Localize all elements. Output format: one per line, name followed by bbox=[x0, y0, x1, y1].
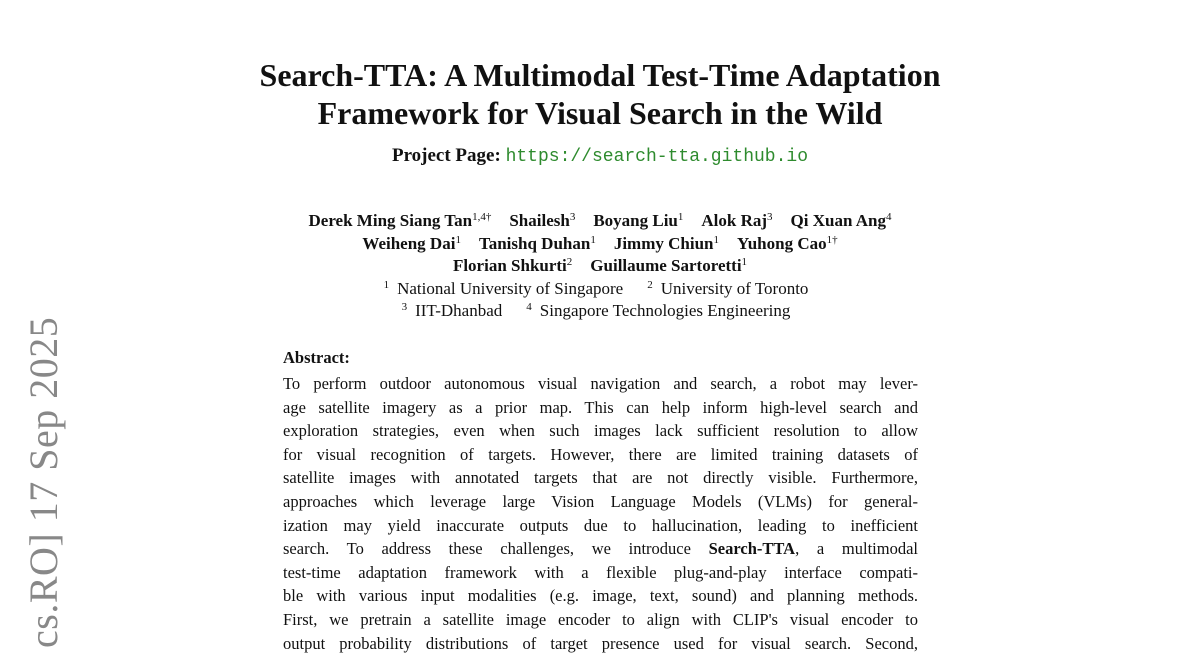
paper-title: Search-TTA: A Multimodal Test-Time Adapt… bbox=[0, 56, 1200, 132]
affiliation-mark: 3 bbox=[401, 301, 408, 313]
author-affiliation-mark: 1 bbox=[741, 256, 748, 268]
author-block: Derek Ming Siang Tan1,4† Shailesh3 Boyang … bbox=[0, 210, 1200, 323]
abstract-text: , a multimodal bbox=[795, 539, 919, 559]
author-row: Weiheng Dai1 Tanishq Duhan1 Jimmy Chiun1 Yu… bbox=[0, 233, 1200, 256]
author: Qi Xuan Ang4 bbox=[791, 211, 892, 230]
abstract-line: output probability distributions of targ… bbox=[283, 633, 918, 653]
author-row: Florian Shkurti2 Guillaume Sartoretti1 bbox=[0, 255, 1200, 278]
affiliation: 2 University of Toronto bbox=[647, 279, 816, 298]
project-page: Project Page: https://search-tta.github.… bbox=[0, 145, 1200, 167]
affiliation-mark: 4 bbox=[526, 301, 532, 313]
author-name: Guillaume Sartoretti bbox=[590, 256, 742, 275]
affiliation: 4 Singapore Technologies Engineering bbox=[526, 301, 798, 320]
affiliation-mark: 2 bbox=[647, 278, 653, 291]
affiliation-row: 1 National University of Singapore 2 Univer… bbox=[0, 278, 1200, 301]
author-affiliation-mark: 1 bbox=[455, 233, 461, 246]
author-name: Qi Xuan Ang bbox=[790, 211, 886, 230]
title-line: Search-TTA: A Multimodal Test-Time Adapt… bbox=[259, 57, 941, 93]
author: Yuhong Cao1† bbox=[737, 234, 838, 253]
author-name: Yuhong Cao bbox=[736, 233, 827, 253]
author-affiliation-mark: 1 bbox=[590, 233, 596, 246]
abstract-body: To perform outdoor autonomous visual nav… bbox=[283, 372, 918, 655]
abstract-line: To perform outdoor autonomous visual nav… bbox=[283, 374, 918, 393]
affiliation-name: IIT-Dhanbad bbox=[415, 301, 503, 320]
project-page-link[interactable]: https://search-tta.github.io bbox=[505, 147, 809, 167]
abstract-line: First, we pretrain a satellite image enc… bbox=[283, 609, 918, 629]
author-name: Weiheng Dai bbox=[362, 233, 456, 253]
author-name: Tanishq Duhan bbox=[478, 233, 591, 253]
affiliation-mark: 1 bbox=[383, 278, 390, 291]
author-affiliation-mark: 3 bbox=[767, 211, 773, 223]
author-affiliation-mark: 1 bbox=[713, 233, 719, 246]
abstract-text: search. To address these challenges, we … bbox=[283, 539, 709, 559]
affiliation-name: University of Toronto bbox=[660, 278, 809, 298]
author-affiliation-mark: 3 bbox=[569, 211, 576, 223]
abstract-line: age satellite imagery as a prior map. Th… bbox=[283, 397, 918, 417]
affiliation-name: National University of Singapore bbox=[397, 278, 624, 298]
author-row: Derek Ming Siang Tan1,4† Shailesh3 Boyang … bbox=[0, 210, 1200, 233]
abstract-line: search. To address these challenges, we … bbox=[283, 537, 918, 561]
abstract-line: ble with various input modalities (e.g. … bbox=[283, 586, 918, 606]
affiliation-row: 3 IIT-Dhanbad 4 Singapore Technologies Engi… bbox=[0, 300, 1200, 323]
method-name: Search-TTA bbox=[708, 539, 796, 559]
author-name: Alok Raj bbox=[701, 211, 768, 230]
abstract-line: for visual recognition of targets. Howev… bbox=[283, 444, 918, 464]
author: Boyang Liu1 bbox=[593, 211, 683, 230]
author: Tanishq Duhan1 bbox=[479, 234, 596, 253]
author-name: Shailesh bbox=[509, 211, 570, 230]
project-page-label: Project Page: bbox=[391, 145, 501, 166]
author: Florian Shkurti2 bbox=[453, 256, 572, 275]
abstract-line: exploration strategies, even when such i… bbox=[283, 421, 918, 441]
affiliation: 1 National University of Singapore bbox=[384, 279, 632, 298]
author-name: Florian Shkurti bbox=[452, 256, 567, 275]
author: Jimmy Chiun1 bbox=[614, 234, 719, 253]
affiliation: 3 IIT-Dhanbad bbox=[402, 301, 511, 320]
author-name: Derek Ming Siang Tan bbox=[308, 211, 473, 230]
author: Derek Ming Siang Tan1,4† bbox=[309, 211, 492, 230]
author-affiliation-mark: 1,4† bbox=[472, 211, 492, 223]
abstract-line: test-time adaptation framework with a fl… bbox=[283, 562, 918, 582]
author-affiliation-mark: 1† bbox=[826, 233, 838, 246]
author: Shailesh3 bbox=[509, 211, 575, 230]
abstract-line: satellite images with annotated targets … bbox=[283, 468, 918, 488]
author: Guillaume Sartoretti1 bbox=[590, 256, 747, 275]
arxiv-sidebar-stamp: cs.RO] 17 Sep 2025 bbox=[21, 316, 66, 648]
affiliation-name: Singapore Technologies Engineering bbox=[539, 301, 791, 320]
author: Alok Raj3 bbox=[701, 211, 772, 230]
title-line: Framework for Visual Search in the Wild bbox=[317, 95, 883, 131]
author-name: Jimmy Chiun bbox=[613, 233, 714, 253]
author: Weiheng Dai1 bbox=[362, 234, 461, 253]
author-affiliation-mark: 2 bbox=[566, 256, 573, 268]
abstract-heading: Abstract: bbox=[283, 348, 350, 367]
author-affiliation-mark: 4 bbox=[885, 211, 892, 223]
author-affiliation-mark: 1 bbox=[677, 211, 684, 223]
abstract-line: approaches which leverage large Vision L… bbox=[283, 491, 918, 511]
abstract-line: ization may yield inaccurate outputs due… bbox=[283, 515, 918, 535]
author-name: Boyang Liu bbox=[593, 211, 678, 230]
